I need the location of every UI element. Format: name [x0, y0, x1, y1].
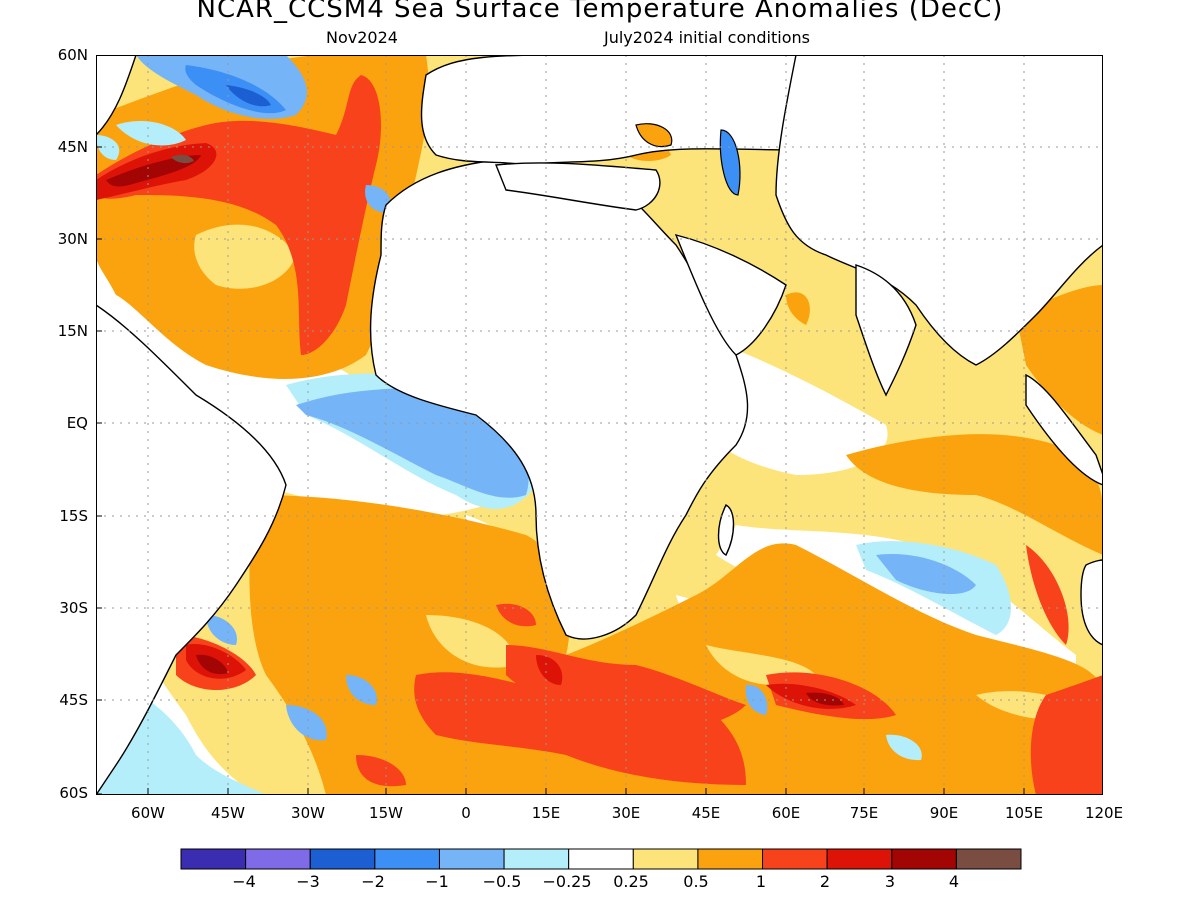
lat-label: EQ [66, 414, 88, 432]
colorbar-swatch [180, 848, 247, 870]
lon-label: 15E [531, 804, 561, 822]
colorbar-label: 3 [884, 872, 896, 891]
india-landmass [855, 264, 917, 397]
lat-label: 30N [57, 230, 88, 248]
lon-label: 120E [1084, 804, 1124, 822]
colorbar-swatch [568, 848, 634, 870]
colorbar-swatch [245, 848, 311, 870]
positive-anomaly-darkest [106, 155, 844, 706]
mediterranean-sea [495, 162, 661, 211]
lat-label: 60N [57, 46, 88, 64]
map-title: NCAR_CCSM4 Sea Surface Temperature Anoma… [196, 0, 1004, 24]
madagascar-landmass [717, 504, 735, 556]
sst-anomaly-map [96, 55, 1103, 795]
forecast-month: Nov2024 [326, 28, 398, 47]
map-frame [96, 55, 1103, 795]
lon-label: 30E [611, 804, 641, 822]
colorbar-swatch [438, 848, 505, 870]
colorbar-swatch [826, 848, 893, 870]
lat-label: 15N [57, 322, 88, 340]
lon-label: 105E [1004, 804, 1044, 822]
colorbar [180, 848, 1022, 870]
lon-label: 45W [211, 804, 245, 822]
colorbar-label: 0.5 [683, 872, 709, 891]
negative-anomaly-deep-blue [226, 85, 271, 107]
lon-label: 30W [291, 804, 325, 822]
lon-label: 60W [131, 804, 165, 822]
colorbar-swatch [503, 848, 570, 870]
colorbar-swatch [891, 848, 957, 870]
colorbar-label: 4 [948, 872, 960, 891]
black-sea [635, 123, 673, 148]
colorbar-swatch [374, 848, 440, 870]
colorbar-label: 2 [819, 872, 831, 891]
max-anomaly-spot [171, 154, 194, 164]
north-america-landmass [96, 55, 137, 136]
colorbar-label: 1 [755, 872, 767, 891]
lat-label: 60S [59, 784, 88, 802]
colorbar-label: −0.5 [482, 872, 522, 891]
lat-label: 45S [59, 691, 88, 709]
colorbar-label: −3 [296, 872, 320, 891]
colorbar-label: −2 [361, 872, 385, 891]
colorbar-label: −4 [232, 872, 256, 891]
colorbar-label: −0.25 [542, 872, 592, 891]
land-masses [96, 55, 1103, 795]
lon-label: 45E [691, 804, 721, 822]
arabia-landmass [674, 233, 787, 356]
lon-label: 90E [929, 804, 959, 822]
caspian-sea [719, 129, 741, 196]
colorbar-label: 0.25 [613, 872, 649, 891]
axis-ticks [96, 55, 1025, 795]
lat-label: 15S [59, 507, 88, 525]
southeast-asia-landmass [1025, 373, 1103, 486]
lat-label: 45N [57, 138, 88, 156]
colorbar-swatch [955, 848, 1022, 870]
lon-label: 60E [771, 804, 801, 822]
colorbar-label: −1 [425, 872, 449, 891]
lon-label: 75E [849, 804, 879, 822]
graticule [96, 55, 1103, 795]
lat-label: 30S [59, 599, 88, 617]
australia-landmass [1080, 559, 1103, 646]
asia-landmass [775, 55, 1103, 366]
south-america-landmass [96, 304, 287, 795]
lon-label: 0 [461, 804, 471, 822]
colorbar-swatch [697, 848, 764, 870]
colorbar-swatch [632, 848, 699, 870]
lon-label: 15W [369, 804, 403, 822]
colorbar-swatch [762, 848, 828, 870]
initial-conditions: July2024 initial conditions [604, 28, 810, 47]
europe-landmass [420, 55, 797, 166]
colorbar-swatch [309, 848, 376, 870]
